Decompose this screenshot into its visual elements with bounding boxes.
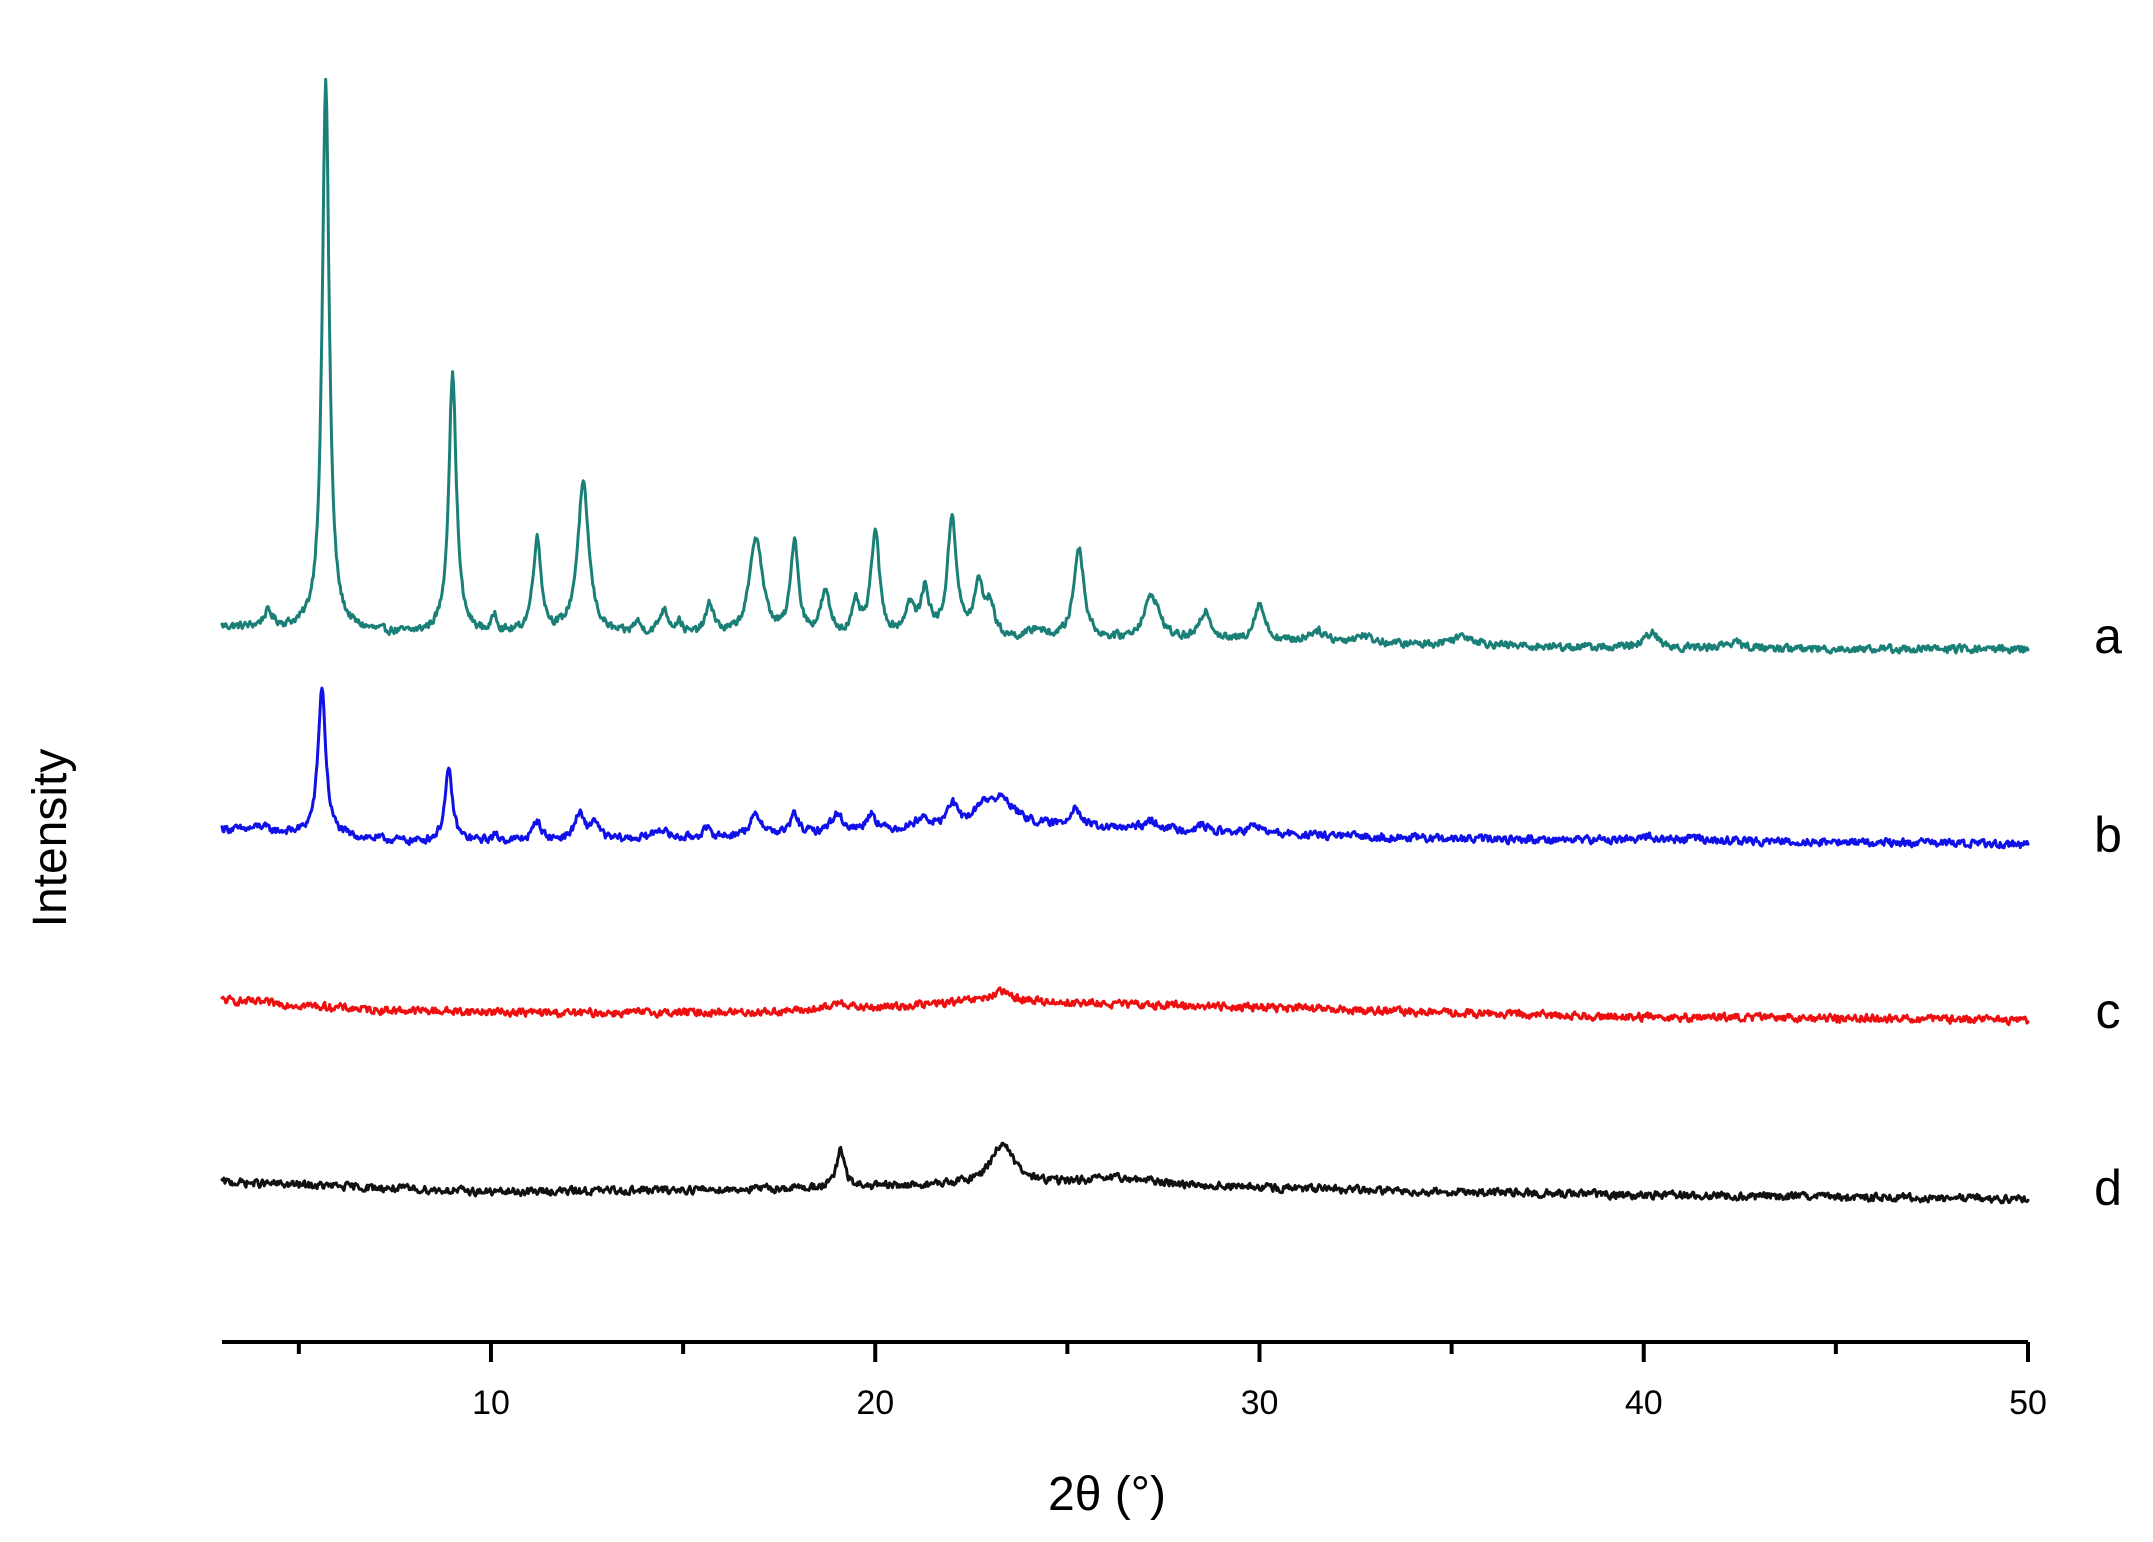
- x-tick-label: 30: [1241, 1384, 1279, 1422]
- series-label-d: d: [2094, 1160, 2122, 1216]
- series-label-b: b: [2094, 807, 2122, 863]
- series-a-line: [220, 77, 2030, 655]
- x-tick-label: 40: [1625, 1384, 1663, 1422]
- series-label-a: a: [2094, 608, 2122, 664]
- x-axis: 10 20 30 40 50: [222, 1340, 2047, 1422]
- x-tick-label: 20: [856, 1384, 894, 1422]
- series-d-line: [220, 1141, 2030, 1205]
- x-axis-label: 2θ (°): [1048, 1468, 1166, 1521]
- series-label-c: c: [2096, 983, 2121, 1039]
- x-tick-label: 50: [2009, 1384, 2047, 1422]
- series-labels: a b c d: [2094, 608, 2122, 1216]
- series-c-line: [220, 986, 2030, 1027]
- y-axis-label: Intensity: [24, 749, 77, 928]
- series-b-line: [220, 686, 2030, 850]
- x-tick-label: 10: [472, 1384, 510, 1422]
- series-layer: [220, 77, 2030, 1205]
